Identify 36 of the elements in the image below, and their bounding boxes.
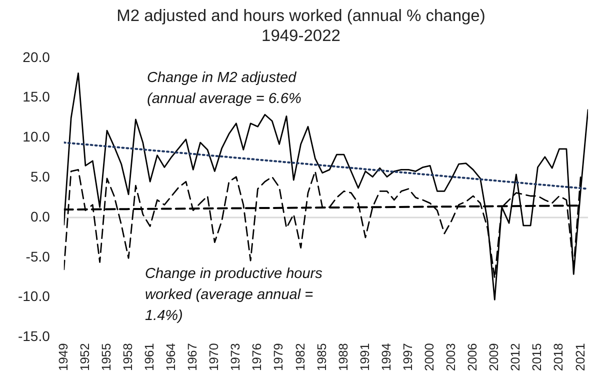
x-tick-label: 2003 [444, 343, 458, 372]
x-tick-label: 1979 [272, 343, 286, 372]
x-tick-label: 1961 [142, 343, 157, 372]
x-tick-label: 2021 [573, 343, 588, 372]
y-tick-label: -10.0 [18, 288, 50, 304]
x-tick-label: 1988 [336, 343, 350, 372]
x-tick-label: 1964 [164, 343, 178, 372]
x-tick-label: 1976 [250, 343, 264, 372]
y-tick-label: -5.0 [26, 248, 50, 264]
x-tick-label: 2015 [530, 343, 544, 372]
x-tick-label: 1982 [293, 343, 308, 372]
x-tick-label: 1967 [186, 343, 200, 372]
x-tick-label: 1952 [78, 343, 92, 372]
x-tick-label: 2006 [466, 343, 480, 372]
y-tick-label: 0.0 [30, 208, 50, 224]
y-tick-label: 20.0 [22, 48, 50, 65]
x-tick-label: 2018 [552, 343, 566, 372]
x-tick-label: 1970 [207, 343, 222, 372]
y-tick-label: 15.0 [22, 88, 50, 105]
annotation: Change in productive hours worked (average annual = 1.4%) [145, 265, 324, 326]
x-tick-label: 1955 [99, 343, 114, 372]
y-tick-label: -15.0 [18, 328, 50, 344]
chart-title: M2 adjusted and hours worked (annual % change) 1949-2022 [116, 6, 486, 46]
x-tick-label: 2000 [422, 343, 436, 372]
x-tick-label: 1949 [56, 343, 70, 372]
x-tick-label: 1958 [120, 343, 135, 372]
x-tick-label: 1973 [228, 343, 243, 372]
x-tick-label: 1997 [400, 343, 415, 372]
y-tick-label: 5.0 [30, 168, 50, 185]
x-tick-label: 1994 [379, 343, 394, 372]
x-tick-label: 1985 [314, 343, 329, 372]
x-tick-label: 1991 [358, 343, 372, 372]
x-tick-label: 2009 [487, 343, 502, 372]
x-tick-label: 2012 [508, 343, 523, 372]
y-tick-label: 10.0 [22, 128, 50, 145]
annotation: Change in M2 adjusted (annual average = 6.6% [147, 69, 302, 109]
